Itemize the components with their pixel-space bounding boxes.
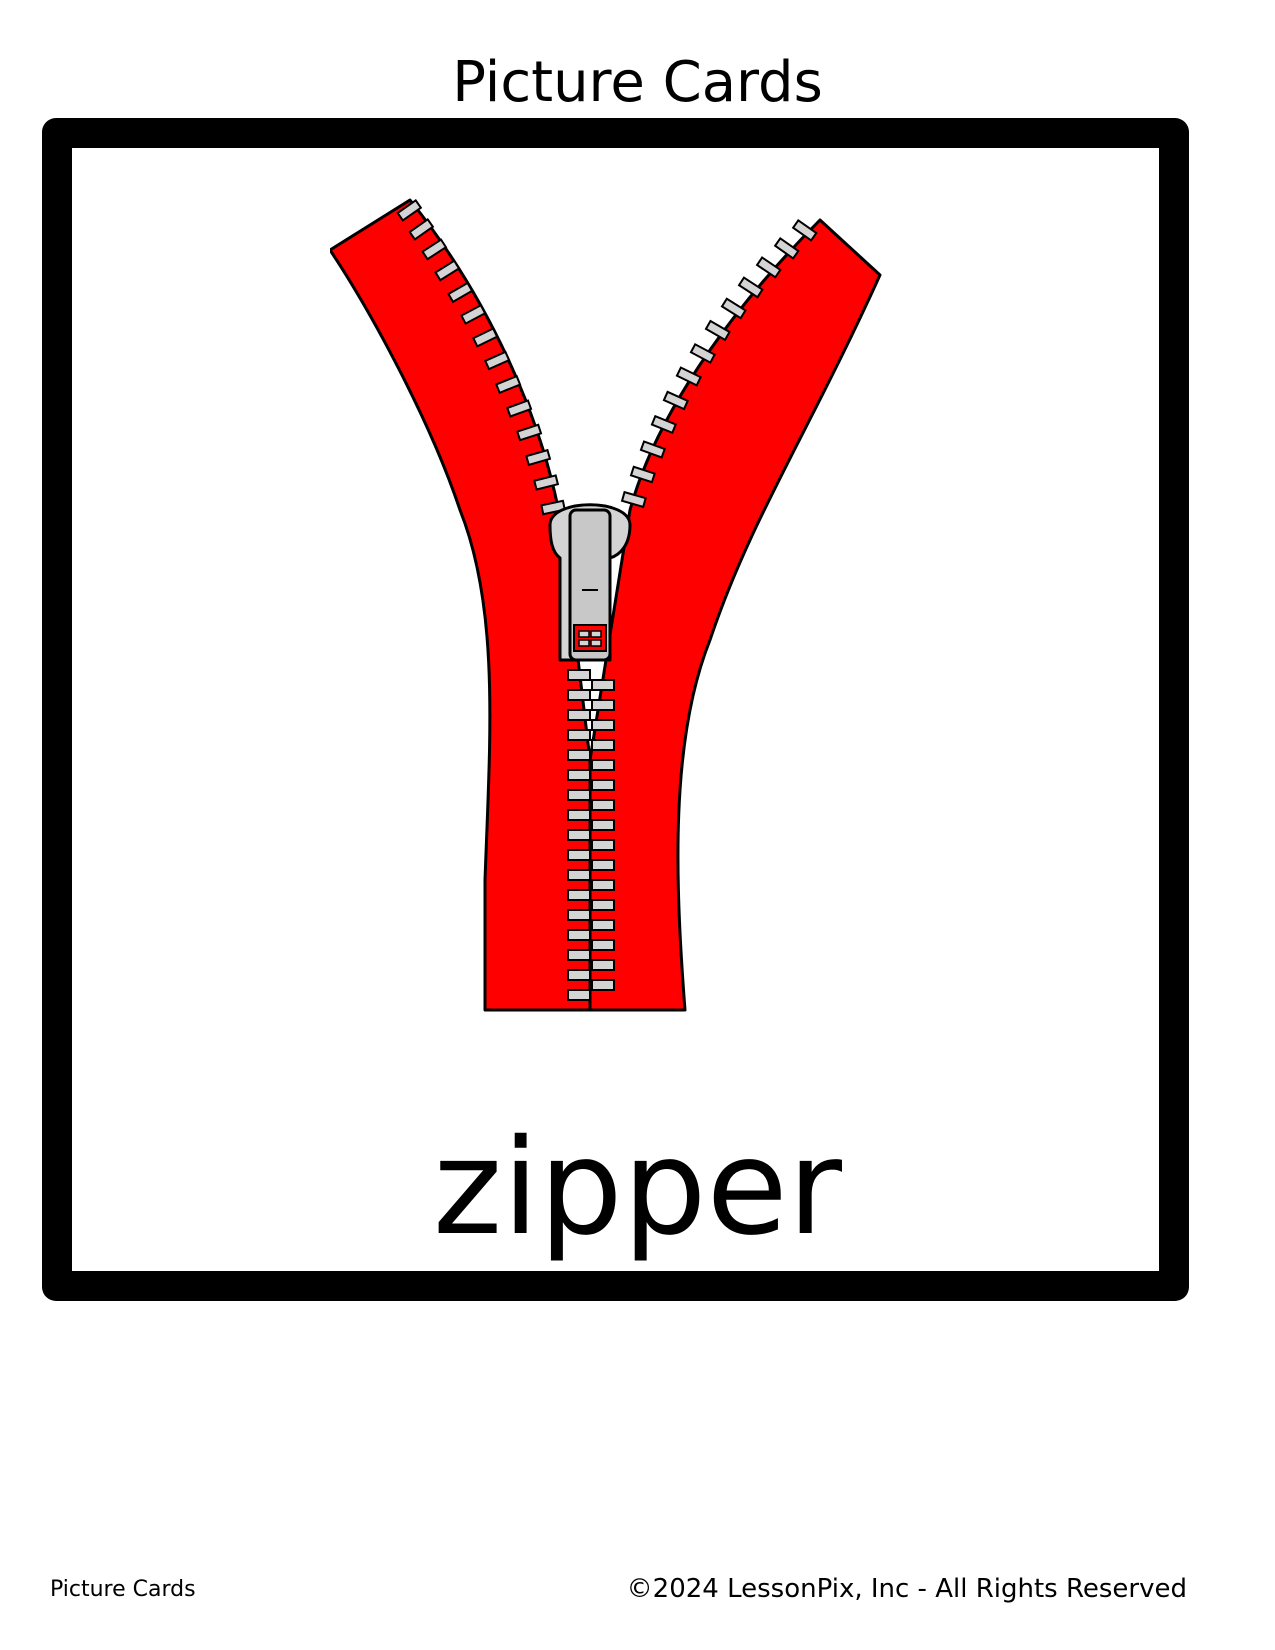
card-word-label: zipper (432, 1111, 843, 1265)
footer-title: Picture Cards (50, 1577, 196, 1602)
zipper-icon (330, 198, 882, 1012)
footer-copyright: ©2024 LessonPix, Inc - All Rights Reserv… (626, 1574, 1187, 1604)
picture-card-frame (42, 118, 1189, 1301)
page-title: Picture Cards (452, 50, 823, 115)
